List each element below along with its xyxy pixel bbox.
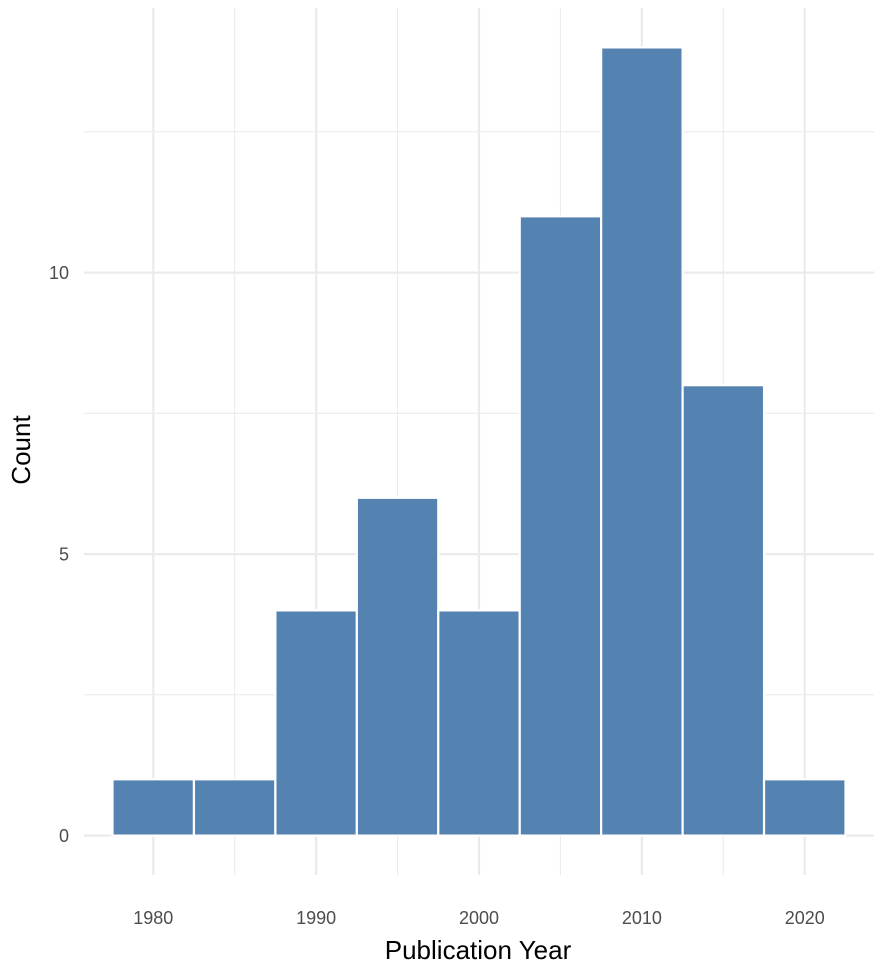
y-tick-label-5: 5 — [59, 545, 69, 565]
y-tick-label-0: 0 — [59, 826, 69, 846]
bar-2000 — [437, 609, 521, 837]
bar-2010 — [600, 46, 684, 837]
bar-1980 — [111, 778, 196, 837]
y-axis-ticks: 0 5 10 — [49, 263, 69, 846]
x-tick-label-2020: 2020 — [785, 908, 825, 928]
histogram-bars — [111, 46, 847, 837]
x-axis-title: Publication Year — [385, 935, 572, 965]
bar-1990 — [274, 609, 358, 837]
bar-2020 — [762, 778, 847, 837]
bar-1985 — [192, 778, 277, 837]
bar-2005 — [518, 215, 603, 837]
bar-2015 — [681, 384, 766, 837]
x-tick-label-1980: 1980 — [133, 908, 173, 928]
x-tick-label-1990: 1990 — [296, 908, 336, 928]
y-axis-title: Count — [6, 415, 36, 485]
bar-1995 — [355, 496, 440, 837]
x-tick-label-2010: 2010 — [622, 908, 662, 928]
x-tick-label-2000: 2000 — [459, 908, 499, 928]
x-axis-ticks: 1980 1990 2000 2010 2020 — [133, 908, 825, 928]
y-tick-label-10: 10 — [49, 263, 69, 283]
